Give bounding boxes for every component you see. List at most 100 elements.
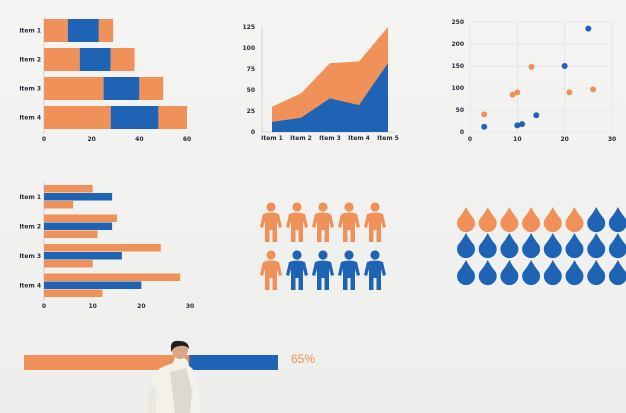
drop-icon [608, 207, 626, 233]
chart4-bar [44, 281, 142, 289]
chart3-y-tick-label: 0 [460, 129, 464, 136]
chart3-point [481, 111, 488, 118]
chart2-area-series [272, 63, 388, 133]
chart4-bar [44, 193, 113, 201]
drop-icon [500, 207, 519, 233]
chart3-x-tick-label: 20 [560, 136, 568, 143]
drops-pictogram-svg [457, 207, 626, 286]
chart4-bar [44, 230, 98, 238]
stacked-bar-chart-svg: Item 1 Item 2 Item 3 Item 4 0 20 40 60 [19, 18, 191, 143]
chart3-point [533, 112, 540, 119]
chart3-point [585, 25, 592, 32]
drop-icon [543, 233, 562, 259]
person-icon [364, 250, 386, 290]
chart4-bar [44, 260, 93, 268]
chart1-category-label: Item 1 [19, 28, 41, 35]
drop-icon [478, 233, 497, 259]
drop-icon [522, 233, 541, 259]
drop-icon [565, 260, 584, 286]
drop-icon [587, 207, 606, 233]
chart2-y-tick-label: 125 [242, 24, 255, 31]
drop-icon [543, 207, 562, 233]
grouped-bar-chart: Item 1 Item 2 Item 3 Item 4 0 10 20 30 [0, 0, 210, 320]
chart1-bar-segment [98, 19, 114, 42]
drop-icon [543, 260, 562, 286]
drop-icon [608, 233, 626, 259]
chart1-category-label: Item 3 [19, 86, 41, 93]
drop-icon [500, 260, 519, 286]
progress-bar-svg [24, 355, 278, 370]
chart1-bar-segment [44, 48, 80, 71]
progress-remainder [189, 355, 278, 370]
chart1-x-tick-label: 60 [183, 136, 191, 143]
progress-fill [24, 355, 190, 370]
person-icon [286, 250, 308, 290]
drop-icon [478, 207, 497, 233]
chart3-x-tick-label: 10 [513, 136, 521, 143]
drops-pictogram [457, 207, 626, 286]
person-icon [338, 202, 360, 242]
chart2-y-tick-label: 75 [247, 66, 255, 73]
area-chart: 0 25 50 75 100 125 Item 1 Item 2 Item 3 Item 4 Ite… [0, 0, 420, 150]
chart4-bar [44, 273, 181, 281]
drop-icon [565, 207, 584, 233]
chart1-bar-segment [103, 77, 140, 100]
chart3-y-tick-label: 250 [451, 19, 464, 26]
chart3-x-tick-label: 0 [468, 136, 472, 143]
chart4-category-label: Item 1 [19, 194, 41, 201]
chart3-point [514, 122, 521, 129]
chart4-x-tick-label: 0 [42, 303, 46, 310]
chart3-point [566, 89, 573, 96]
person-icon [286, 202, 308, 242]
chart1-bar-segment [79, 48, 111, 71]
drop-icon [587, 260, 606, 286]
chart3-point [528, 63, 535, 70]
chart1-category-label: Item 2 [19, 57, 41, 64]
drop-icon [522, 207, 541, 233]
chart4-category-label: Item 2 [19, 224, 41, 231]
chart2-x-tick-label: Item 2 [290, 135, 312, 142]
chart1-bar-segment [67, 19, 99, 42]
chart2-x-tick-label: Item 3 [319, 135, 341, 142]
chart4-x-tick-label: 20 [137, 303, 145, 310]
chart4-bar [44, 244, 161, 252]
chart3-point [509, 91, 516, 98]
chart1-bar-segment [139, 77, 164, 100]
chart3-y-tick-label: 150 [451, 63, 464, 70]
grouped-bar-chart-svg: Item 1 Item 2 Item 3 Item 4 0 10 20 30 [19, 182, 194, 310]
chart3-point [519, 121, 526, 128]
chart1-bar-segment [44, 19, 68, 42]
chart1-bar-segment [110, 48, 135, 71]
chart4-x-tick-label: 30 [186, 303, 194, 310]
people-pictogram [0, 0, 420, 300]
progress-bar [0, 0, 300, 380]
chart3-x-tick-label: 30 [608, 136, 616, 143]
chart1-bar-segment [110, 106, 159, 129]
drop-icon [587, 233, 606, 259]
drop-icon [457, 233, 476, 259]
progress-label: 65% [291, 352, 316, 366]
chart4-bar [44, 201, 74, 209]
figurine-hair [170, 340, 189, 352]
figurine-arm [147, 386, 158, 413]
chart1-x-tick-label: 0 [42, 136, 46, 143]
chart2-y-tick-label: 100 [242, 45, 255, 52]
drop-icon [500, 233, 519, 259]
chart4-bar [44, 289, 103, 297]
chart4-category-label: Item 4 [19, 283, 41, 290]
chart1-x-tick-label: 20 [87, 136, 95, 143]
chart2-y-tick-label: 0 [251, 129, 255, 136]
chart3-point [514, 89, 521, 96]
drop-icon [522, 260, 541, 286]
person-icon [338, 250, 360, 290]
chart1-bar-segment [158, 106, 187, 129]
chart2-x-tick-label: Item 5 [377, 135, 399, 142]
drop-icon [565, 233, 584, 259]
chart3-y-tick-label: 200 [451, 41, 464, 48]
person-icon [260, 250, 282, 290]
chart3-point [481, 123, 488, 130]
chart1-x-tick-label: 40 [135, 136, 143, 143]
chart2-y-tick-label: 25 [247, 108, 255, 115]
